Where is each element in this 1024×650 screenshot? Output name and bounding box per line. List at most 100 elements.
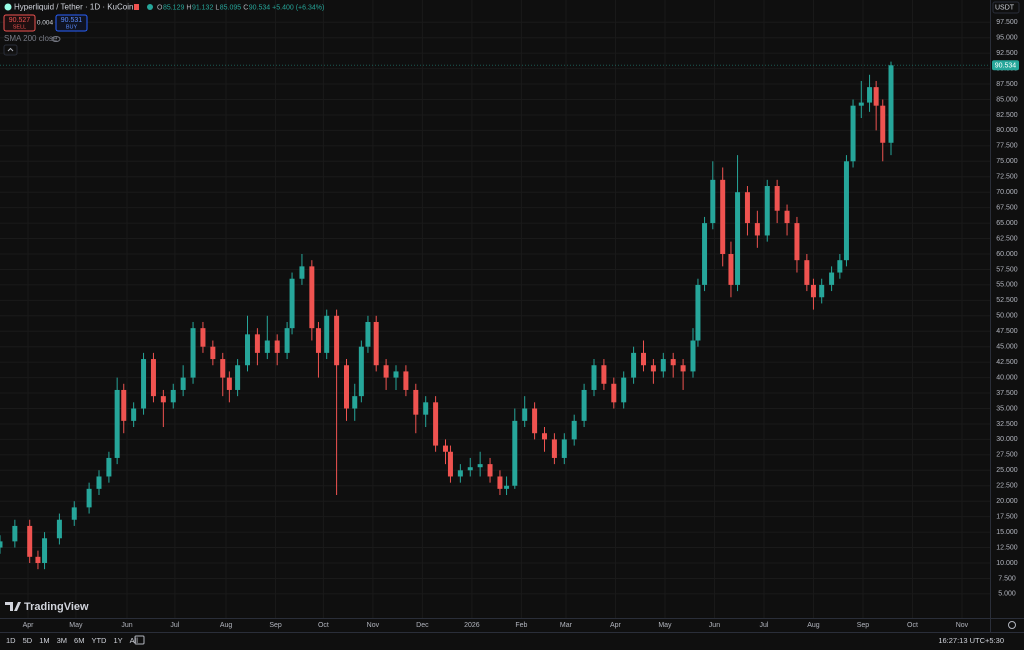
y-tick-label: 47.500 [996,328,1018,335]
candle-body [42,538,48,563]
candle-body [324,315,330,353]
y-tick-label: 15.000 [996,529,1018,536]
candle-body [551,439,557,458]
candle-body [200,328,206,347]
candle-body [819,284,825,298]
y-tick-label: 17.500 [996,513,1018,520]
candle-body [591,365,597,390]
y-tick-label: 42.500 [996,359,1018,366]
candle-body [702,223,708,285]
date-range-button[interactable] [134,635,145,645]
candle-body [403,371,409,390]
candle-body [487,464,493,477]
y-tick-label: 55.000 [996,282,1018,289]
flag-icon[interactable] [134,4,139,10]
candle-body [477,464,483,468]
x-tick-label: Oct [318,622,329,629]
y-tick-label: 50.000 [996,313,1018,320]
candle-body [56,519,62,539]
candle-body [754,223,760,236]
candle-body [670,359,676,366]
collapse-icon [7,47,14,52]
candle-body [114,389,120,458]
currency-button[interactable] [992,1,1020,14]
collapse-button[interactable] [3,44,18,56]
x-tick-label: Jun [121,622,132,629]
x-tick-label: Oct [907,622,918,629]
candle-body [245,334,250,366]
candle-body [190,328,196,378]
candle-body [843,161,849,261]
candle-body [867,87,873,103]
candle-body [764,186,770,236]
y-tick-label: 20.000 [996,498,1018,505]
candle-body [160,396,166,403]
candle-body [744,192,750,224]
y-tick-label: 75.000 [996,158,1018,165]
candle-body [334,315,340,366]
x-tick-label: Jul [759,622,768,629]
y-tick-label: 85.000 [996,96,1018,103]
candle-body [131,408,137,421]
buy-button[interactable] [55,14,88,32]
x-tick-label: Nov [956,622,969,629]
y-tick-label: 30.000 [996,436,1018,443]
candle-body [457,470,463,477]
candle-body [504,485,510,489]
candle-body [735,192,741,285]
y-tick-label: 72.500 [996,174,1018,181]
visibility-icon[interactable] [51,36,61,42]
candle-body [888,65,894,143]
candle-body [443,445,448,452]
candle-body [680,365,686,372]
y-tick-label: 97.500 [996,19,1018,26]
y-tick-label: 22.500 [996,483,1018,490]
sell-price: 90.527 [9,17,31,24]
buy-price: 90.531 [61,17,83,24]
candle-body [650,365,656,372]
y-tick-label: 57.500 [996,266,1018,273]
candle-body [542,433,547,440]
range-button[interactable]: 3M [57,636,67,645]
candle-body [121,389,127,421]
y-tick-label: 52.500 [996,297,1018,304]
candle-body [210,346,216,360]
x-tick-label: Dec [416,622,429,629]
range-button[interactable]: 1Y [113,636,122,645]
y-tick-label: 27.500 [996,452,1018,459]
candle-body [235,365,241,390]
indicator-label[interactable]: SMA 200 close [4,34,58,43]
symbol-icon [4,3,12,11]
candle-body [522,408,528,421]
x-tick-label: May [658,622,672,629]
candle-body [309,266,315,329]
range-button[interactable]: 5D [23,636,33,645]
candle-body [512,420,518,486]
y-tick-label: 62.500 [996,235,1018,242]
clock: 16:27:13 UTC+5:30 [938,636,1004,645]
x-tick-label: May [69,622,83,629]
range-button[interactable]: 1D [6,636,16,645]
candle-body [532,408,538,434]
last-price-label: 90.534 [995,63,1017,70]
candle-body [858,102,864,106]
ohlc-value: 90.534 [249,4,271,11]
sell-label: SELL [13,24,26,30]
sell-button[interactable] [3,14,36,32]
candle-body [413,389,419,415]
range-button[interactable]: All [130,636,139,645]
y-tick-label: 37.500 [996,390,1018,397]
range-button[interactable]: YTD [91,636,107,645]
range-button[interactable]: 1M [39,636,49,645]
price-change: +5.400 (+6.34%) [272,4,324,11]
candle-body [180,377,186,390]
spread: 0.004 [37,20,54,27]
brand-logo: TradingView [24,601,89,613]
range-toolbar: 1D 5D 1M 3M 6M YTD 1Y All [6,636,138,645]
candle-body [344,365,349,409]
candle-body [561,439,567,458]
range-button[interactable]: 6M [74,636,84,645]
axis-settings[interactable] [1008,621,1016,629]
candle-body [784,210,790,224]
